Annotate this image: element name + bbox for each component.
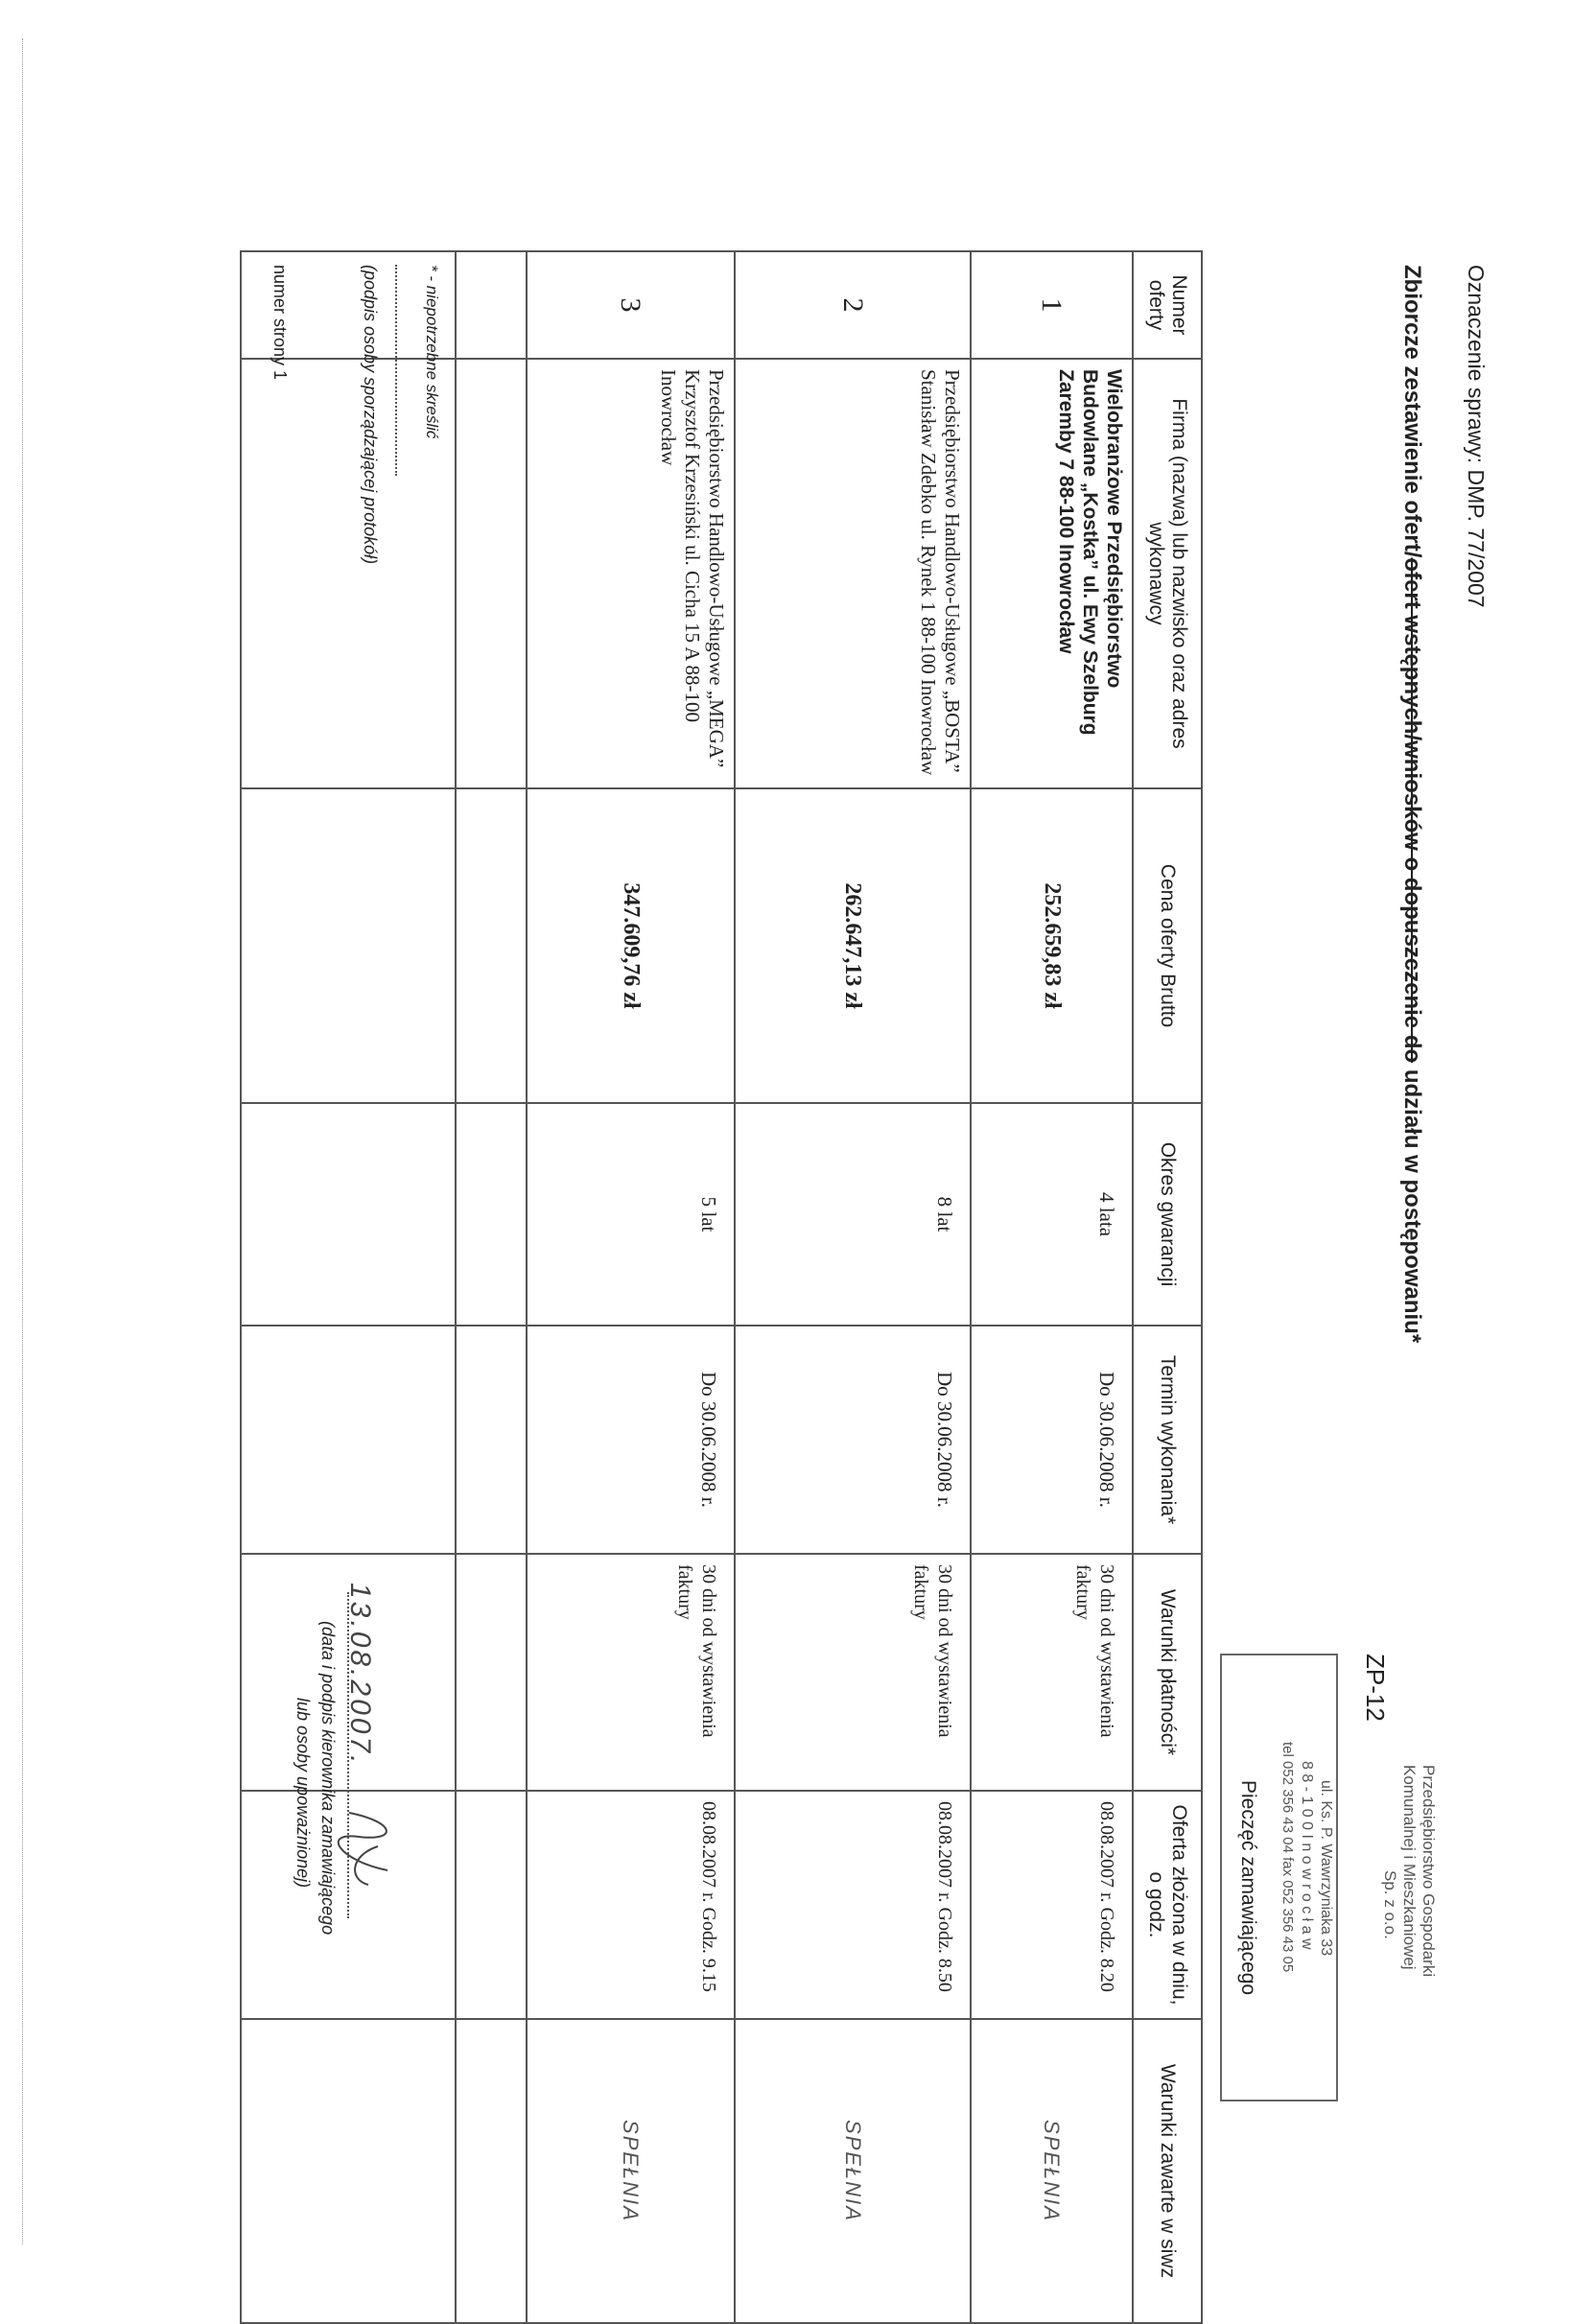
price-cell: 347.609,76 zł [527,788,735,1103]
form-code: ZP-12 [1361,1654,1390,1722]
offer-number: 2 [735,251,971,359]
header-firm: Firma (nazwa) lub nazwisko oraz adres wy… [1133,359,1202,788]
table-row: 1 Wielobranżowe Przedsiębiorstwo Budowla… [971,251,1133,2323]
header-warranty: Okres gwarancji [1133,1103,1202,1326]
offer-number: 1 [971,251,1133,359]
offer-number: 3 [527,251,735,359]
scan-edge-line [22,38,23,2244]
scanned-document-page: Oznaczenie sprawy: DMP. 77/2007 Zbiorcze… [22,38,1489,2323]
stamp-organization: Przedsiębiorstwo Gospodarki Komunalnej i… [1380,1765,1438,1977]
title-prefix: Zbiorcze zestawienie ofert/ [1399,265,1425,558]
warranty-cell: 4 lata [971,1103,1133,1326]
stamp-address: ul. Ks. P. Wawrzyniaka 33 [1318,1780,1334,1957]
stamp-caption: Pieczęć zamawiającego [1237,1780,1259,1996]
siwz-cell: SPEŁNIA [735,2019,971,2323]
document-title: Zbiorcze zestawienie ofert/ofert wstępny… [1398,265,1425,1343]
case-label: Oznaczenie sprawy: DMP. 77/2007 [1464,265,1489,608]
preparer-signature-line [395,265,397,476]
payment-cell: 30 dni od wystawienia faktury [971,1554,1133,1791]
stamp-org-line: Sp. z o.o. [1381,1870,1399,1939]
empty-table-row [241,251,456,2323]
signature-scribble [337,1812,388,1886]
deadline-cell: Do 30.06.2008 r. [527,1326,735,1554]
stamp-city: 8 8 - 1 0 0 I n o w r o c ł a w [1299,1761,1315,1950]
table-row: 2 Przedsiębiorstwo Handlowo-Usługowe „BO… [735,251,971,2323]
header-price: Cena oferty Brutto [1133,788,1202,1103]
warranty-cell: 5 lat [527,1103,735,1326]
firm-cell: Przedsiębiorstwo Handlowo-Usługowe „BOST… [735,359,971,788]
title-struck-text: ofert wstępnych/wniosków o dopuszczenie … [1399,557,1425,1064]
payment-cell: 30 dni od wystawienia faktury [735,1554,971,1791]
submitted-cell: 08.08.2007 r. Godz. 8.20 [971,1791,1133,2019]
price-cell: 252.659,83 zł [971,788,1133,1103]
header-submitted: Oferta złożona w dniu, o godz. [1133,1791,1202,2019]
price-cell: 262.647,13 zł [735,788,971,1103]
title-suffix: udziału w postępowaniu* [1399,1063,1425,1344]
manager-caption-2: lub osoby upoważnionej) [293,1698,313,1889]
firm-cell: Przedsiębiorstwo Handlowo-Usługowe „MEGA… [527,359,735,788]
submitted-cell: 08.08.2007 r. Godz. 8.50 [735,1791,971,2019]
offers-table: Numer oferty Firma (nazwa) lub nazwisko … [240,250,1203,2324]
stamp-org-line: Komunalnej i Mieszkaniowej [1400,1765,1419,1970]
deadline-cell: Do 30.06.2008 r. [971,1326,1133,1554]
siwz-cell: SPEŁNIA [527,2019,735,2323]
preparer-caption: (podpis osoby sporządzającej protokół) [361,265,380,565]
page-number: numer strony 1 [270,265,290,381]
header-siwz: Warunki zawarte w siwz [1133,2019,1202,2323]
deadline-cell: Do 30.06.2008 r. [735,1326,971,1554]
stamp-phone: tel 052 356 43 04 fax 052 356 43 05 [1279,1742,1296,1973]
table-header-row: Numer oferty Firma (nazwa) lub nazwisko … [1133,251,1202,2323]
header-payment: Warunki płatności* [1133,1554,1202,1791]
payment-cell: 30 dni od wystawienia faktury [527,1554,735,1791]
table-row: 3 Przedsiębiorstwo Handlowo-Usługowe „ME… [527,251,735,2323]
footnote: * - niepotrzebne skreślić [423,265,441,439]
submitted-cell: 08.08.2007 r. Godz. 9.15 [527,1791,735,2019]
header-deadline: Termin wykonania* [1133,1326,1202,1554]
stamp-org-line: Przedsiębiorstwo Gospodarki [1420,1765,1438,1978]
siwz-cell: SPEŁNIA [971,2019,1133,2323]
warranty-cell: 8 lat [735,1103,971,1326]
stamp-box: ul. Ks. P. Wawrzyniaka 33 8 8 - 1 0 0 I … [1220,1654,1338,2101]
empty-table-row [456,251,527,2323]
firm-cell: Wielobranżowe Przedsiębiorstwo Budowlane… [971,359,1133,788]
header-offer-number: Numer oferty [1133,251,1202,359]
